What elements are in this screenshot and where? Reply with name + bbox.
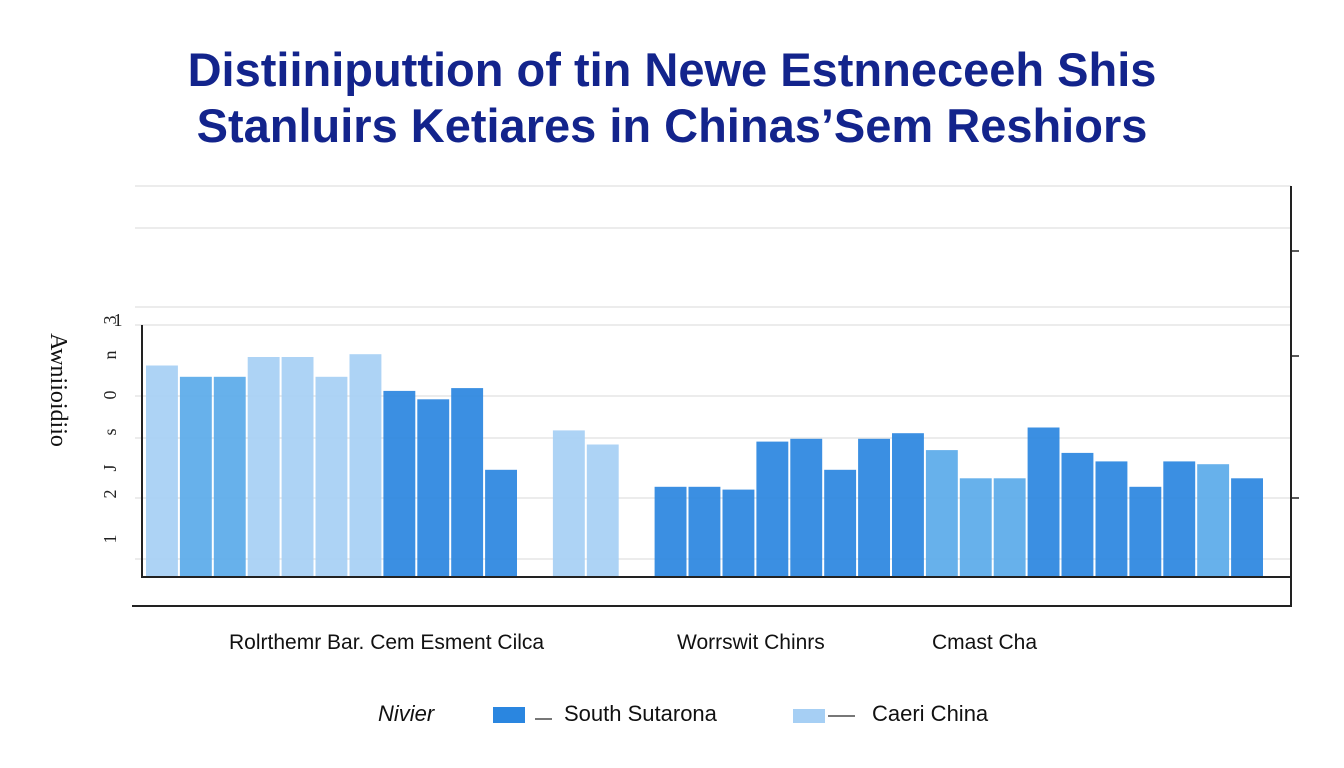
bar xyxy=(892,433,924,577)
bar xyxy=(654,486,687,577)
bar xyxy=(451,388,484,577)
bars xyxy=(146,354,1263,577)
bar xyxy=(722,489,755,577)
bar xyxy=(485,469,517,577)
chart-title: Distiiniputtion of tin Newe Estnneceeh S… xyxy=(0,42,1344,154)
chart-title-line-2: Stanluirs Ketiares in Chinas’Sem Reshior… xyxy=(196,99,1148,152)
bar xyxy=(281,357,314,577)
bar xyxy=(1231,478,1263,577)
bar xyxy=(417,399,450,577)
y-tick-label: 2 xyxy=(100,490,120,499)
bar xyxy=(1061,452,1094,577)
bar xyxy=(1095,461,1128,577)
y-tick-label: s xyxy=(100,428,120,435)
y-tick-label: 1 xyxy=(114,310,123,330)
bar xyxy=(993,478,1026,577)
bar xyxy=(959,478,992,577)
y-tick-label: J xyxy=(100,464,120,471)
bar xyxy=(552,430,585,577)
bar xyxy=(146,365,178,577)
bar xyxy=(925,450,958,577)
bar xyxy=(1163,461,1196,577)
chart-title-line-1: Distiiniputtion of tin Newe Estnneceeh S… xyxy=(187,43,1157,96)
y-axis-label: Awniioidiio xyxy=(45,333,71,447)
legend-label-2: South Sutarona xyxy=(564,701,718,726)
bar xyxy=(586,444,619,577)
bar xyxy=(688,486,721,577)
bar xyxy=(1027,427,1060,577)
region-label-coast: Cmast Cha xyxy=(932,631,1037,654)
legend-swatch-1 xyxy=(493,707,525,723)
legend-label-3: Caeri China xyxy=(872,701,989,726)
y-tick-labels: 1 3 n 0 s J 2 1 xyxy=(100,310,123,544)
legend: Nivier South Sutarona Caeri China xyxy=(378,701,989,726)
y-tick-label: n xyxy=(100,351,120,360)
bar xyxy=(179,376,212,577)
bar xyxy=(349,354,382,577)
bar xyxy=(858,438,890,577)
region-label-north-east: Rolrthemr Bar. Cem Esment Cilca xyxy=(229,631,544,654)
bar xyxy=(756,441,789,577)
region-label-west: Worrswit Chinrs xyxy=(677,631,825,654)
y-tick-label: 1 xyxy=(100,535,120,544)
bar xyxy=(315,376,348,577)
bar xyxy=(213,376,246,577)
y-tick-label: 0 xyxy=(100,391,120,400)
legend-swatch-2 xyxy=(793,709,825,723)
y-tick-label: 3 xyxy=(100,316,120,325)
legend-label-1: Nivier xyxy=(378,701,436,726)
bar xyxy=(383,390,416,577)
bar xyxy=(1129,486,1162,577)
bar xyxy=(247,357,280,577)
bar xyxy=(1197,464,1230,577)
region-labels: Rolrthemr Bar. Cem Esment Cilca Worrswit… xyxy=(229,631,1037,654)
bar xyxy=(790,438,823,577)
bar xyxy=(824,469,857,577)
